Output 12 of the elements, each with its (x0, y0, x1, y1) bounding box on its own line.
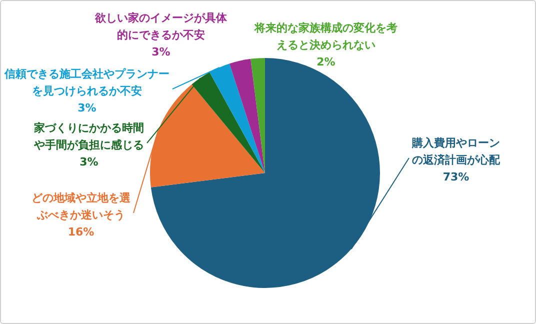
data-label: 73% (442, 170, 470, 184)
data-label: 3% (78, 101, 96, 114)
slice-label: 欲しい家のイメージが具体的にできるか不安 (94, 11, 228, 42)
slice-label: どの地域や立地を選ぶべきか迷いそう (32, 191, 132, 222)
data-label: 2% (316, 55, 336, 68)
data-label: 3% (152, 45, 170, 58)
slice-label: 信頼できる施工会社やプランナーを見つけられるか不安 (4, 67, 170, 98)
data-label: 16% (68, 225, 94, 238)
slice-label: 購入費用やローンの返済計画が心配 (411, 136, 501, 166)
data-label: 3% (80, 155, 98, 168)
slice-label: 家づくりにかかる時間や手間が負担に感じる (33, 121, 144, 152)
slice-label: 将来的な家族構成の変化を考えると決められない (254, 21, 398, 52)
